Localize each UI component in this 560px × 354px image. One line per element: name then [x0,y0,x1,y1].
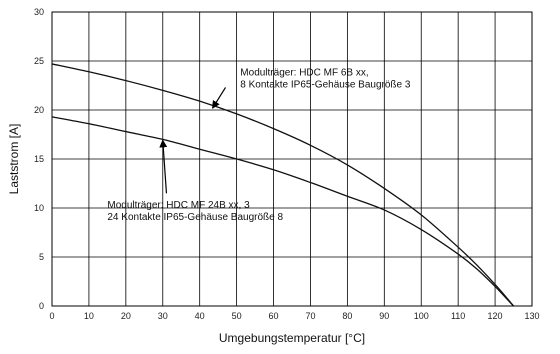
x-tick-label: 60 [269,311,279,321]
y-axis-title: Laststrom [A] [7,124,21,195]
y-tick-label: 20 [34,105,44,115]
x-tick-label: 20 [121,311,131,321]
tick-labels: 0 10 20 30 40 50 60 70 80 90 100 110 120 130 0 5 10 15 20 2… [34,7,540,321]
x-tick-label: 0 [49,311,54,321]
x-axis-title: Umgebungstemperatur [°C] [219,331,365,345]
grid [51,11,533,307]
annotation-line: Modulträger: HDC MF 24B xx, 3 [107,200,250,211]
annotation-text: Modulträger: HDC MF 24B xx, 3 24 Kontakte… [107,200,283,223]
x-tick-label: 50 [232,311,242,321]
annotation-line: 8 Kontakte IP65-Gehäuse Baugröße 3 [240,80,411,91]
y-tick-label: 0 [39,301,44,311]
annotation-arrow [212,87,227,109]
y-tick-label: 25 [34,56,44,66]
x-tick-label: 30 [158,311,168,321]
annotation-line: 24 Kontakte IP65-Gehäuse Baugröße 8 [107,212,283,223]
x-tick-label: 110 [451,311,465,321]
x-tick-label: 40 [195,311,205,321]
x-tick-label: 130 [524,311,539,321]
plot-frame [51,11,533,307]
annotation-arrow [159,139,168,194]
annotation-text: Modulträger: HDC MF 6B xx, 8 Kontakte IP6… [240,68,411,91]
y-tick-label: 30 [34,7,44,17]
annotation-line: Modulträger: HDC MF 6B xx, [240,68,368,79]
series-line-mf6b [51,63,515,307]
y-tick-label: 5 [39,252,44,262]
y-tick-label: 15 [34,154,44,164]
annotations: Modulträger: HDC MF 6B xx, 8 Kontakte IP6… [107,68,410,223]
annotation-ann-mf24b: Modulträger: HDC MF 24B xx, 3 24 Kontakte… [107,139,283,223]
x-tick-label: 90 [379,311,389,321]
x-tick-label: 70 [305,311,315,321]
series [51,63,515,307]
x-tick-label: 10 [84,311,94,321]
x-tick-label: 100 [414,311,429,321]
x-tick-label: 80 [342,311,352,321]
x-tick-label: 120 [488,311,503,321]
series-line-mf24b [51,116,515,307]
annotation-ann-mf6b: Modulträger: HDC MF 6B xx, 8 Kontakte IP6… [212,68,411,109]
y-tick-label: 10 [34,203,44,213]
